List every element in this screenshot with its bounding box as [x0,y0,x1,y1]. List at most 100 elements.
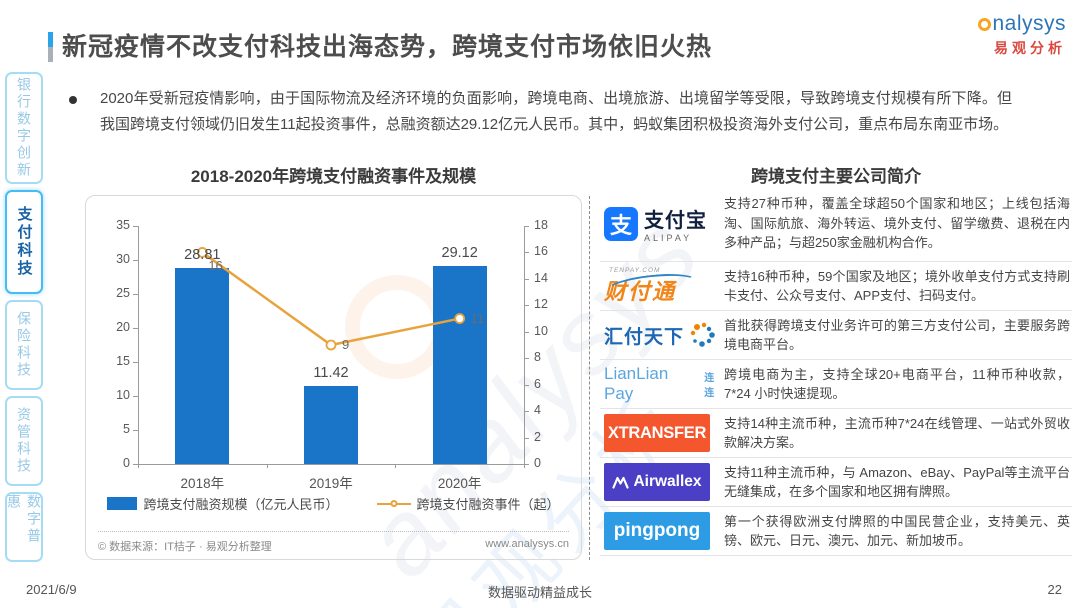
sidebar-item-insurance-tech[interactable]: 保险科技 [5,300,43,390]
x-axis-tick [395,464,397,468]
right-axis-tick-label: 10 [534,323,548,338]
bar-legend-swatch [107,497,138,510]
sidebar: 银行数字创新 支付科技 保险科技 资管科技 数字普惠 [5,72,43,568]
legend-item-bar: 跨境支付融资规模（亿元人民币） [107,494,339,513]
right-axis-tick-label: 8 [534,350,541,365]
legend-item-line: 跨境支付融资事件（起） [376,494,560,513]
line-legend-dot [390,499,397,507]
xtransfer-wordmark: XTRANSFER [604,414,710,452]
x-axis-label: 2020年 [437,476,482,491]
bar-value-label: 11.42 [313,365,349,382]
right-axis-tick [524,437,529,439]
sidebar-item-label: 保险科技 [16,311,32,379]
chart-source-url: www.analysys.cn [485,538,569,550]
company-row-lianlian: LianLian Pay 连连 跨境电商为主，支持全球20+电商平台，11种币种… [600,360,1072,409]
line-value-label: 9 [342,337,350,352]
left-axis-tick-label: 5 [123,422,130,436]
sidebar-item-digital-inclusion[interactable]: 数字普惠 [5,492,43,562]
right-axis-tick [524,305,529,307]
lianlian-sub: 连连 [704,373,715,399]
alipay-wordmark: 支付宝 [644,210,707,232]
left-axis-tick-label: 35 [116,218,130,232]
right-axis-tick [524,384,529,386]
brand-logo: nalysys 易观分析 [978,12,1066,58]
left-axis-tick [133,226,138,227]
right-axis-tick [524,226,529,227]
right-axis-tick-label: 0 [534,456,541,470]
left-axis-tick [133,464,138,465]
footer-date: 2021/6/9 [26,582,77,597]
analysys-ring-icon [978,17,992,31]
left-axis-tick-label: 30 [116,252,130,266]
line-legend-swatch [376,499,411,507]
sidebar-item-label: 资管科技 [16,407,32,475]
right-axis-tick-label: 14 [534,270,548,285]
sidebar-item-asset-mgmt-tech[interactable]: 资管科技 [5,396,43,486]
page-title: 新冠疫情不改支付科技出海态势，跨境支付市场依旧火热 [62,33,713,61]
right-axis-tick-label: 16 [534,244,548,259]
airwallex-logo: Airwallex [600,463,724,501]
left-axis-line [138,226,139,464]
right-axis-tick-label: 6 [534,376,541,391]
company-description: 支持16种币种，59个国家及地区；境外收单支付方式支持刷卡支付、公众号支付、AP… [724,268,1070,304]
bar-2020年 [432,265,487,464]
x-axis-tick [266,464,268,468]
companies-title: 跨境支付主要公司简介 [751,167,921,186]
right-axis-tick-label: 2 [534,429,541,444]
left-axis-tick-label: 25 [116,286,130,300]
x-axis-line [138,464,524,465]
xtransfer-logo: XTRANSFER [600,414,724,452]
chart-source-row: © 数据来源：IT桔子 · 易观分析整理 www.analysys.cn [98,531,569,554]
bar-value-label: 28.81 [184,247,221,264]
airwallex-wordmark: Airwallex [633,473,702,490]
sidebar-item-label: 银行数字创新 [16,77,32,179]
line-value-label: 16 [208,258,223,274]
footer-page-number: 22 [1047,582,1062,597]
sidebar-item-label: 数字普惠 [6,494,42,545]
brand-name: nalysys [992,12,1066,35]
pingpong-wordmark: pingpong [604,512,710,550]
legend-label-bar: 跨境支付融资规模（亿元人民币） [143,497,339,512]
airwallex-mark-icon [612,476,630,489]
x-axis-tick [524,464,525,468]
right-axis-tick-label: 4 [534,403,541,418]
x-axis-label: 2018年 [180,476,225,491]
tenpay-logo: TENPAY.COM 财付通 [600,267,724,306]
title-accent-bar [48,32,53,62]
left-axis-tick [133,430,138,431]
huifu-logo: 汇付天下 [600,321,724,349]
alipay-sub: ALIPAY [644,233,693,243]
title-accent-top [48,32,53,47]
tenpay-sub: TENPAY.COM [609,266,661,274]
bar-2018年 [175,268,230,464]
right-axis-tick [524,278,529,280]
bar-value-label: 29.12 [441,244,478,261]
company-row-pingpong: pingpong 第一个获得欧洲支付牌照的中国民营企业，支持美元、英镑、欧元、日… [600,507,1072,556]
left-axis-tick-label: 0 [123,456,130,470]
company-row-tenpay: TENPAY.COM 财付通 支持16种币种，59个国家及地区；境外收单支付方式… [600,262,1072,311]
right-axis-tick-label: 12 [534,297,548,312]
company-row-airwallex: Airwallex 支持11种主流币种，与 Amazon、eBay、PayPal… [600,458,1072,507]
right-axis-tick [524,331,529,333]
left-axis-tick [133,260,138,261]
left-axis-tick [133,362,138,363]
right-axis-tick-label: 18 [534,218,548,232]
title-accent-bottom [48,47,53,62]
company-description: 支持14种主流币种，主流币种7*24在线管理、一站式外贸收款解决方案。 [724,415,1070,451]
left-axis-tick [133,328,138,329]
tenpay-wordmark: 财付通 [604,278,677,304]
footer-slogan: 数据驱动精益成长 [487,585,592,600]
right-axis-line [524,226,525,464]
company-description: 支持27种币种，覆盖全球超50个国家和地区；上线包括海淘、国际航旅、海外转运、境… [724,196,1070,251]
sidebar-item-bank-digital[interactable]: 银行数字创新 [5,72,43,184]
chart-card: 跨境支付融资规模（亿元人民币） 跨境支付融资事件（起） © 数据来源：IT桔子 … [85,195,582,560]
chart-legend: 跨境支付融资规模（亿元人民币） 跨境支付融资事件（起） [86,494,581,513]
company-row-alipay: 支 支付宝 ALIPAY 支持27种币种，覆盖全球超50个国家和地区；上线包括海… [600,186,1072,262]
bar-2019年 [304,386,358,464]
left-axis-tick-label: 10 [116,388,130,402]
right-axis-tick [524,464,529,465]
left-axis-tick-label: 15 [116,354,130,368]
sidebar-item-payment-tech[interactable]: 支付科技 [5,190,43,294]
company-description: 首批获得跨境支付业务许可的第三方支付公司，主要服务跨境电商平台。 [724,317,1070,353]
summary-text: 2020年受新冠疫情影响，由于国际物流及经济环境的负面影响，跨境电商、出境旅游、… [100,90,1012,133]
